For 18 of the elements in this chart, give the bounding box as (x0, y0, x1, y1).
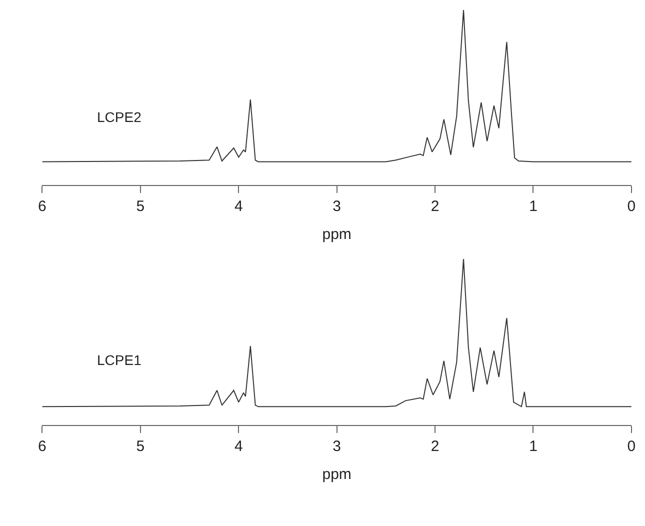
x-tick-label: 2 (430, 198, 440, 216)
x-tick-label: 2 (430, 438, 440, 455)
x-tick-label: 6 (38, 438, 46, 455)
x-tick-label: 5 (136, 198, 145, 216)
x-tick-label: 6 (38, 198, 46, 216)
x-axis-title: ppm (322, 226, 352, 244)
text: LCPE1 (97, 352, 142, 368)
x-tick-label: 4 (234, 198, 243, 216)
x-tick-label: 0 (627, 198, 636, 216)
x-tick-label: 1 (529, 198, 538, 216)
x-tick-label: 3 (332, 438, 341, 455)
x-tick-label: 4 (234, 438, 243, 455)
x-tick-label: 3 (332, 198, 341, 216)
x-tick-label: 5 (136, 438, 145, 455)
x-tick-label: 1 (529, 438, 538, 455)
x-axis-title: ppm (322, 466, 352, 483)
x-tick-label: 0 (627, 438, 636, 455)
text: LCPE2 (97, 109, 142, 125)
